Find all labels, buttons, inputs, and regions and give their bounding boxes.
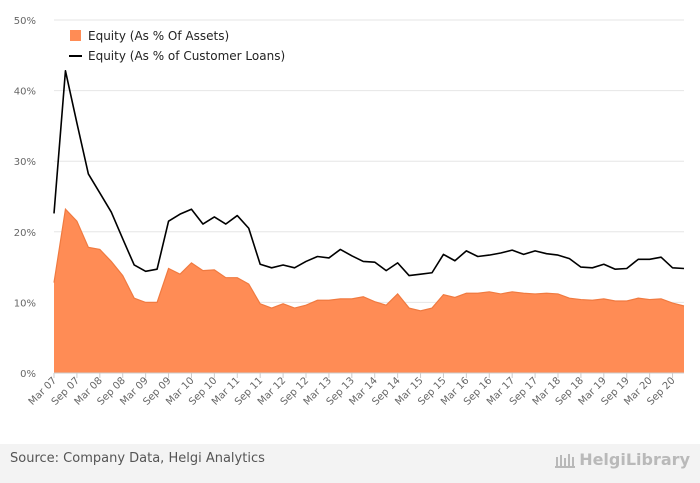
- library-icon: [555, 453, 576, 468]
- series-area-equity-assets: [54, 209, 684, 373]
- series-area-edge: [53, 207, 685, 312]
- y-tick-label: 0%: [20, 369, 36, 380]
- y-tick-label: 30%: [14, 157, 36, 168]
- series-area-group: [53, 207, 685, 373]
- y-tick-label: 40%: [14, 87, 36, 98]
- y-tick-label: 10%: [14, 298, 36, 309]
- series-line-group: [53, 70, 685, 277]
- legend-label-equity-loans: Equity (As % of Customer Loans): [88, 49, 285, 63]
- legend-label-equity-assets: Equity (As % Of Assets): [88, 29, 229, 43]
- footer: Source: Company Data, Helgi Analytics He…: [0, 444, 700, 483]
- brand-logo: HelgiLibrary: [555, 450, 690, 469]
- y-axis: 0% 10% 20% 30% 40% 50%: [14, 16, 36, 380]
- brand-name: HelgiLibrary: [579, 450, 690, 469]
- legend: Equity (As % Of Assets) Equity (As % of …: [69, 29, 285, 63]
- legend-swatch-equity-assets: [70, 30, 81, 41]
- y-tick-label: 50%: [14, 16, 36, 27]
- source-text: Source: Company Data, Helgi Analytics: [10, 451, 265, 466]
- y-tick-label: 20%: [14, 228, 36, 239]
- series-line-equity-loans: [53, 70, 685, 277]
